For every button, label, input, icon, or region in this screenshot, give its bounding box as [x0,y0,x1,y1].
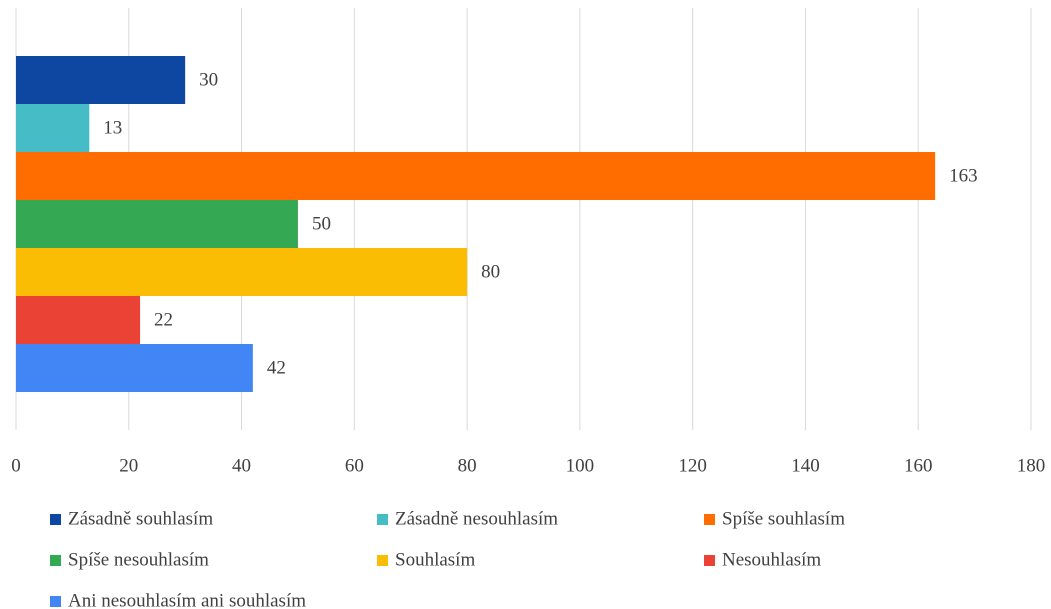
bar [16,248,468,296]
x-tick-label: 100 [566,455,595,476]
legend-label: Spíše nesouhlasím [68,549,209,570]
bar [16,104,90,152]
legend-swatch [50,555,61,566]
data-label: 80 [481,261,500,282]
x-tick-label: 80 [458,455,477,476]
data-label: 30 [199,69,218,90]
bar [16,344,253,392]
legend-swatch [50,596,61,607]
x-tick-label: 140 [791,455,820,476]
legend-swatch [377,555,388,566]
x-tick-label: 160 [904,455,933,476]
data-label: 22 [154,309,173,330]
data-label: 163 [949,165,978,186]
data-label: 50 [312,213,331,234]
bar [16,296,141,344]
x-tick-label: 120 [678,455,707,476]
bar [16,56,186,104]
legend-label: Spíše souhlasím [722,508,845,529]
x-tick-label: 40 [232,455,251,476]
legend-swatch [704,514,715,525]
legend-swatch [377,514,388,525]
x-tick-label: 60 [345,455,364,476]
x-tick-label: 0 [11,455,21,476]
legend-label: Souhlasím [395,549,475,570]
legend-label: Zásadně nesouhlasím [395,508,558,529]
legend-swatch [50,514,61,525]
legend-swatch [704,555,715,566]
bar [16,152,936,200]
data-label: 42 [267,357,286,378]
data-label: 13 [103,117,122,138]
legend-label: Ani nesouhlasím ani souhlasím [68,590,306,609]
legend-label: Zásadně souhlasím [68,508,213,529]
bar [16,200,298,248]
x-tick-label: 20 [119,455,138,476]
x-tick-label: 180 [1017,455,1046,476]
legend-label: Nesouhlasím [722,549,821,570]
